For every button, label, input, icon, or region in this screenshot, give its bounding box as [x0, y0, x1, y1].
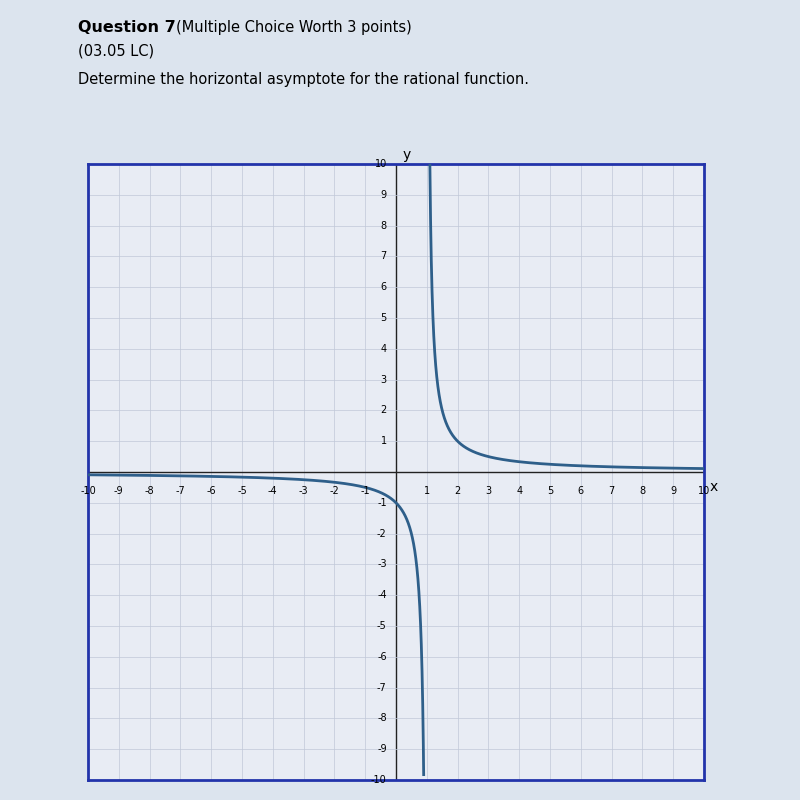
- Text: 8: 8: [381, 221, 386, 230]
- Text: 2: 2: [454, 486, 461, 496]
- Text: -7: -7: [175, 486, 186, 496]
- Text: 1: 1: [381, 436, 386, 446]
- Text: 9: 9: [381, 190, 386, 200]
- Text: -5: -5: [237, 486, 247, 496]
- Text: -8: -8: [145, 486, 154, 496]
- Text: -3: -3: [298, 486, 309, 496]
- Text: -6: -6: [377, 652, 386, 662]
- Text: -8: -8: [377, 714, 386, 723]
- Text: 6: 6: [578, 486, 584, 496]
- Text: -10: -10: [371, 775, 386, 785]
- Text: -4: -4: [268, 486, 278, 496]
- Text: 8: 8: [639, 486, 646, 496]
- Text: y: y: [402, 148, 411, 162]
- Text: Question 7: Question 7: [78, 20, 176, 35]
- Text: -1: -1: [377, 498, 386, 508]
- Text: -7: -7: [377, 682, 386, 693]
- Text: -4: -4: [377, 590, 386, 600]
- Text: 4: 4: [516, 486, 522, 496]
- Text: 7: 7: [381, 251, 386, 262]
- Text: -2: -2: [330, 486, 339, 496]
- Text: 4: 4: [381, 344, 386, 354]
- Text: -10: -10: [80, 486, 96, 496]
- Text: Determine the horizontal asymptote for the rational function.: Determine the horizontal asymptote for t…: [78, 72, 529, 87]
- Text: 10: 10: [374, 159, 386, 169]
- Text: 5: 5: [547, 486, 553, 496]
- Text: -2: -2: [377, 529, 386, 538]
- Text: (03.05 LC): (03.05 LC): [78, 44, 154, 59]
- Text: -9: -9: [114, 486, 124, 496]
- Text: -6: -6: [206, 486, 216, 496]
- Text: 1: 1: [424, 486, 430, 496]
- Text: -9: -9: [377, 744, 386, 754]
- Text: -5: -5: [377, 621, 386, 631]
- Text: x: x: [709, 480, 718, 494]
- Text: 7: 7: [609, 486, 614, 496]
- Text: 9: 9: [670, 486, 676, 496]
- Text: 5: 5: [381, 313, 386, 323]
- Text: -3: -3: [377, 559, 386, 570]
- Text: 6: 6: [381, 282, 386, 292]
- Text: (Multiple Choice Worth 3 points): (Multiple Choice Worth 3 points): [176, 20, 411, 35]
- Text: 3: 3: [486, 486, 491, 496]
- Text: 3: 3: [381, 374, 386, 385]
- Text: -1: -1: [360, 486, 370, 496]
- Text: 2: 2: [381, 406, 386, 415]
- Text: 10: 10: [698, 486, 710, 496]
